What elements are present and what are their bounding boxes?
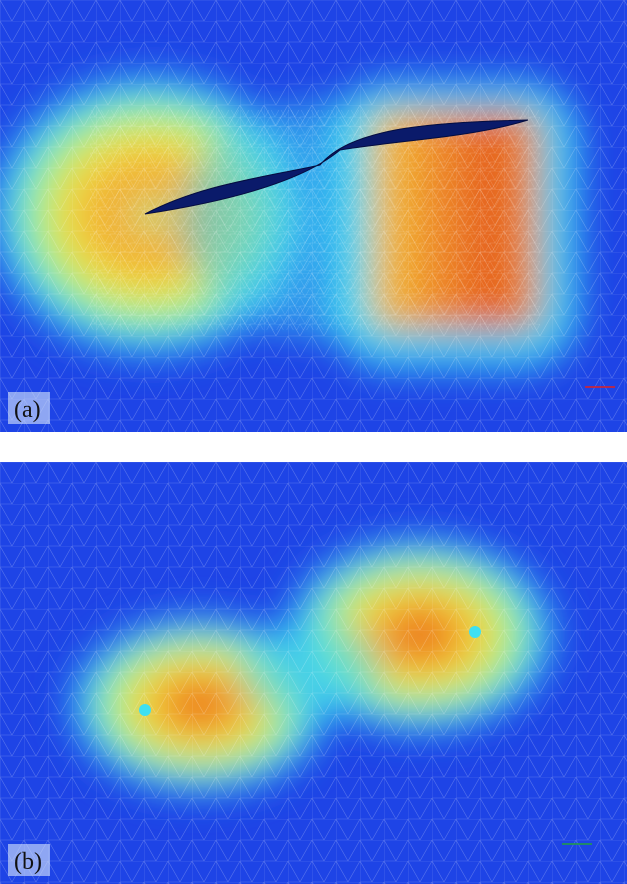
- panel-a: (a): [0, 0, 627, 432]
- panel-label: (b): [14, 849, 42, 875]
- tip: [469, 626, 481, 638]
- tip: [139, 704, 151, 716]
- panel-label: (a): [14, 397, 41, 423]
- mesh-fine: [90, 110, 540, 330]
- panel-b: (b): [0, 462, 627, 884]
- figure: (a) (b): [0, 0, 627, 884]
- mesh: [0, 462, 627, 884]
